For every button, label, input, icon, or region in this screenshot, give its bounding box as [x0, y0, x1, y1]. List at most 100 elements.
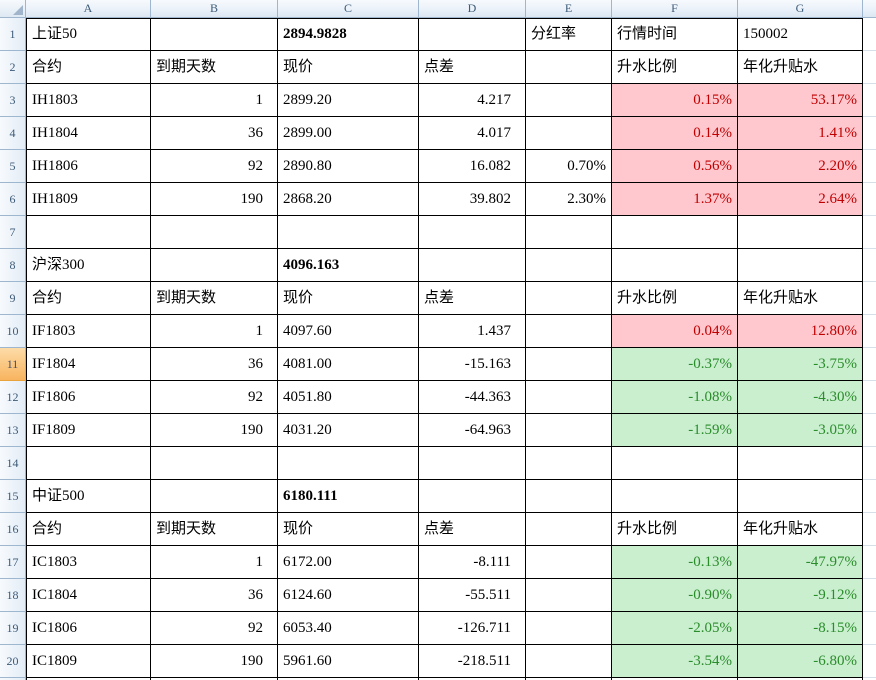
- cell-D8[interactable]: [419, 249, 526, 282]
- cell-D7[interactable]: [419, 216, 526, 249]
- cell-G8[interactable]: [738, 249, 863, 282]
- cell-A15[interactable]: 中证500: [26, 480, 151, 513]
- row-header-4[interactable]: 4: [0, 117, 26, 150]
- cell-G19[interactable]: -8.15%: [738, 612, 863, 645]
- cell-C2[interactable]: 现价: [278, 51, 419, 84]
- column-header-G[interactable]: G: [738, 0, 863, 18]
- cell-C5[interactable]: 2890.80: [278, 150, 419, 183]
- cell-partial-16[interactable]: [863, 513, 876, 546]
- cell-F9[interactable]: 升水比例: [612, 282, 738, 315]
- cell-C14[interactable]: [278, 447, 419, 480]
- cell-G20[interactable]: -6.80%: [738, 645, 863, 678]
- cell-D10[interactable]: 1.437: [419, 315, 526, 348]
- cell-D3[interactable]: 4.217: [419, 84, 526, 117]
- cell-D16[interactable]: 点差: [419, 513, 526, 546]
- cell-A5[interactable]: IH1806: [26, 150, 151, 183]
- cell-partial-7[interactable]: [863, 216, 876, 249]
- cell-D19[interactable]: -126.711: [419, 612, 526, 645]
- cell-partial-8[interactable]: [863, 249, 876, 282]
- cell-partial-21[interactable]: [863, 678, 876, 680]
- cell-A17[interactable]: IC1803: [26, 546, 151, 579]
- cell-A11[interactable]: IF1804: [26, 348, 151, 381]
- row-header-12[interactable]: 12: [0, 381, 26, 414]
- row-header-19[interactable]: 19: [0, 612, 26, 645]
- cell-B4[interactable]: 36: [151, 117, 278, 150]
- cell-E1[interactable]: 分红率: [526, 18, 612, 51]
- cell-B9[interactable]: 到期天数: [151, 282, 278, 315]
- cell-G5[interactable]: 2.20%: [738, 150, 863, 183]
- cell-C16[interactable]: 现价: [278, 513, 419, 546]
- cell-G16[interactable]: 年化升贴水: [738, 513, 863, 546]
- cell-F16[interactable]: 升水比例: [612, 513, 738, 546]
- cell-F11[interactable]: -0.37%: [612, 348, 738, 381]
- row-header-10[interactable]: 10: [0, 315, 26, 348]
- cell-partial-14[interactable]: [863, 447, 876, 480]
- cell-E12[interactable]: [526, 381, 612, 414]
- cell-partial-17[interactable]: [863, 546, 876, 579]
- cell-B11[interactable]: 36: [151, 348, 278, 381]
- cell-E19[interactable]: [526, 612, 612, 645]
- cell-partial-13[interactable]: [863, 414, 876, 447]
- cell-D13[interactable]: -64.963: [419, 414, 526, 447]
- cell-C1[interactable]: 2894.9828: [278, 18, 419, 51]
- cell-partial-4[interactable]: [863, 117, 876, 150]
- cell-B14[interactable]: [151, 447, 278, 480]
- cell-G2[interactable]: 年化升贴水: [738, 51, 863, 84]
- cell-E17[interactable]: [526, 546, 612, 579]
- cell-D1[interactable]: [419, 18, 526, 51]
- cell-D14[interactable]: [419, 447, 526, 480]
- cell-E15[interactable]: [526, 480, 612, 513]
- cell-D4[interactable]: 4.017: [419, 117, 526, 150]
- cell-F12[interactable]: -1.08%: [612, 381, 738, 414]
- cell-E16[interactable]: [526, 513, 612, 546]
- cell-D15[interactable]: [419, 480, 526, 513]
- cell-D12[interactable]: -44.363: [419, 381, 526, 414]
- cell-D2[interactable]: 点差: [419, 51, 526, 84]
- cell-partial-1[interactable]: [863, 18, 876, 51]
- cell-C17[interactable]: 6172.00: [278, 546, 419, 579]
- cell-partial-20[interactable]: [863, 645, 876, 678]
- cell-partial-3[interactable]: [863, 84, 876, 117]
- cell-F13[interactable]: -1.59%: [612, 414, 738, 447]
- cell-D21[interactable]: [419, 678, 526, 680]
- cell-D5[interactable]: 16.082: [419, 150, 526, 183]
- cell-F2[interactable]: 升水比例: [612, 51, 738, 84]
- cell-B3[interactable]: 1: [151, 84, 278, 117]
- cell-C8[interactable]: 4096.163: [278, 249, 419, 282]
- row-header-7[interactable]: 7: [0, 216, 26, 249]
- cell-F10[interactable]: 0.04%: [612, 315, 738, 348]
- cell-G10[interactable]: 12.80%: [738, 315, 863, 348]
- cell-A10[interactable]: IF1803: [26, 315, 151, 348]
- cell-F3[interactable]: 0.15%: [612, 84, 738, 117]
- cell-B2[interactable]: 到期天数: [151, 51, 278, 84]
- column-header-F[interactable]: F: [612, 0, 738, 18]
- cell-A4[interactable]: IH1804: [26, 117, 151, 150]
- cell-E21[interactable]: [526, 678, 612, 680]
- cell-G4[interactable]: 1.41%: [738, 117, 863, 150]
- cell-D6[interactable]: 39.802: [419, 183, 526, 216]
- cell-C20[interactable]: 5961.60: [278, 645, 419, 678]
- cell-A1[interactable]: 上证50: [26, 18, 151, 51]
- cell-partial-11[interactable]: [863, 348, 876, 381]
- cell-F19[interactable]: -2.05%: [612, 612, 738, 645]
- cell-E4[interactable]: [526, 117, 612, 150]
- cell-C4[interactable]: 2899.00: [278, 117, 419, 150]
- cell-G18[interactable]: -9.12%: [738, 579, 863, 612]
- cell-C3[interactable]: 2899.20: [278, 84, 419, 117]
- cell-B13[interactable]: 190: [151, 414, 278, 447]
- cell-A3[interactable]: IH1803: [26, 84, 151, 117]
- cell-E13[interactable]: [526, 414, 612, 447]
- cell-partial-19[interactable]: [863, 612, 876, 645]
- cell-B19[interactable]: 92: [151, 612, 278, 645]
- cell-G11[interactable]: -3.75%: [738, 348, 863, 381]
- cell-F6[interactable]: 1.37%: [612, 183, 738, 216]
- cell-partial-12[interactable]: [863, 381, 876, 414]
- cell-partial-9[interactable]: [863, 282, 876, 315]
- cell-E2[interactable]: [526, 51, 612, 84]
- row-header-18[interactable]: 18: [0, 579, 26, 612]
- column-header-E[interactable]: E: [526, 0, 612, 18]
- cell-A2[interactable]: 合约: [26, 51, 151, 84]
- column-header-D[interactable]: D: [419, 0, 526, 18]
- select-all-corner[interactable]: [0, 0, 26, 18]
- cell-E3[interactable]: [526, 84, 612, 117]
